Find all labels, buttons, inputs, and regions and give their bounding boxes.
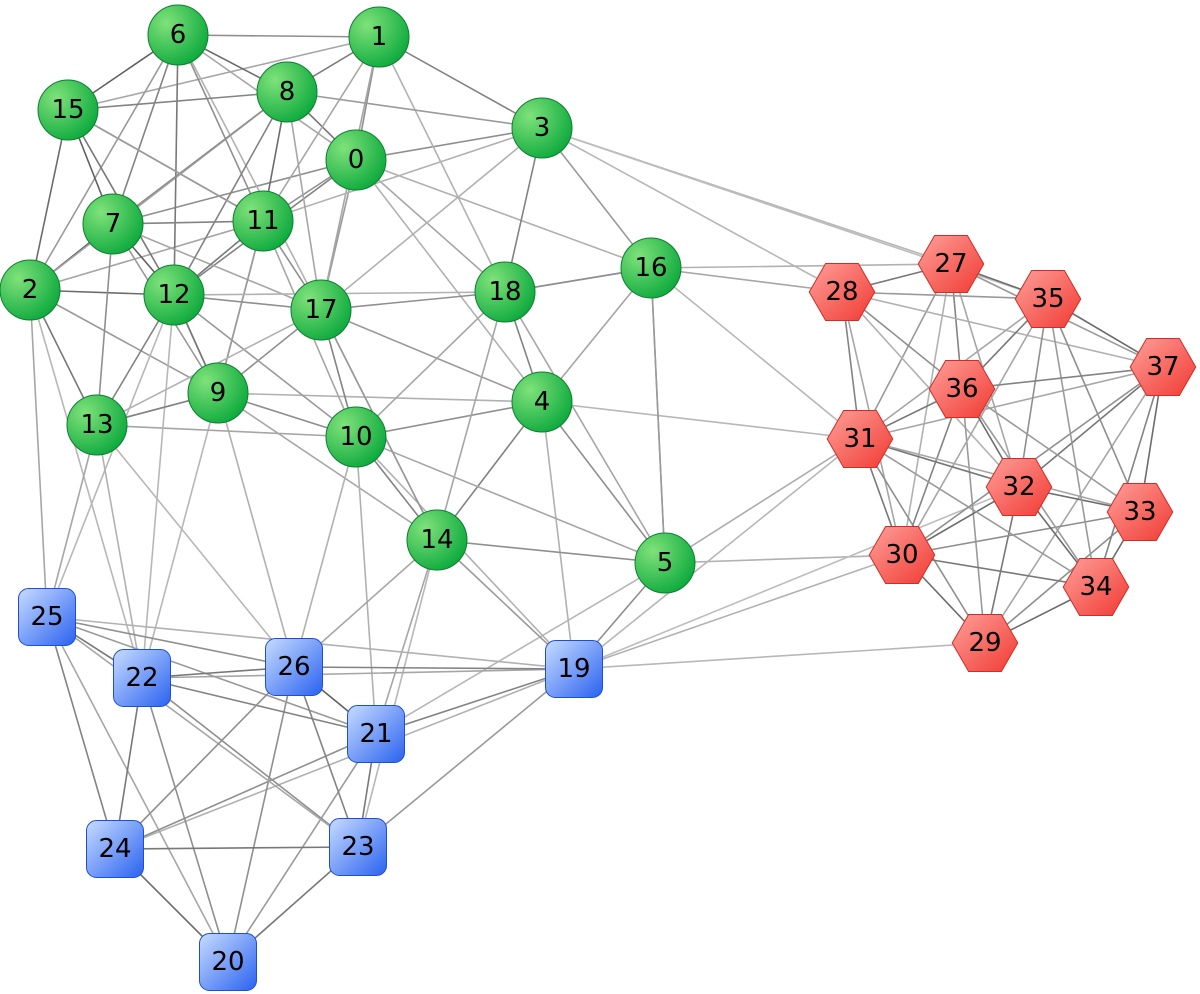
- node-label: 26: [277, 652, 310, 682]
- node-label: 11: [246, 206, 279, 236]
- edge: [321, 310, 542, 402]
- edge: [115, 847, 358, 849]
- edge: [376, 563, 665, 734]
- node-label: 22: [125, 663, 158, 693]
- node-label: 10: [339, 422, 372, 452]
- node-label: 20: [211, 947, 244, 977]
- edge: [178, 35, 263, 221]
- node-label: 28: [825, 277, 858, 307]
- node-label: 33: [1123, 497, 1156, 527]
- edge: [1096, 367, 1163, 587]
- node-label: 34: [1079, 572, 1112, 602]
- node-label: 1: [371, 22, 388, 52]
- edge: [294, 437, 356, 667]
- node-label: 9: [210, 378, 227, 408]
- edge: [358, 540, 437, 847]
- node-label: 30: [885, 540, 918, 570]
- edge: [437, 292, 505, 540]
- network-diagram: 0123456789101112131415161718192021222324…: [0, 0, 1200, 994]
- node-label: 17: [304, 295, 337, 325]
- edge: [294, 667, 574, 669]
- edge: [651, 264, 951, 268]
- node-label: 6: [170, 20, 187, 50]
- node-label: 36: [945, 374, 978, 404]
- node-label: 32: [1002, 472, 1035, 502]
- node-label: 0: [348, 145, 365, 175]
- edge: [356, 437, 574, 669]
- edge: [1048, 299, 1096, 587]
- edge: [47, 617, 376, 734]
- edge: [97, 425, 356, 437]
- edge: [842, 292, 1163, 367]
- node-label: 31: [843, 424, 876, 454]
- edge: [665, 555, 902, 563]
- node-label: 8: [279, 77, 296, 107]
- edge: [356, 437, 376, 734]
- edge: [356, 437, 665, 563]
- edge: [356, 160, 651, 268]
- node-label: 35: [1031, 284, 1064, 314]
- edge: [376, 669, 574, 734]
- node-label: 12: [157, 280, 190, 310]
- node-label: 25: [30, 602, 63, 632]
- node-label: 24: [98, 834, 131, 864]
- node-label: 7: [105, 209, 122, 239]
- node-label: 18: [488, 277, 521, 307]
- edge: [97, 425, 142, 678]
- node-label: 27: [934, 249, 967, 279]
- node-label: 15: [51, 95, 84, 125]
- node-label: 21: [359, 719, 392, 749]
- edge: [574, 439, 860, 669]
- edge: [542, 402, 574, 669]
- edge: [97, 425, 294, 667]
- edge: [860, 367, 1163, 439]
- edge: [379, 37, 505, 292]
- node-label: 23: [341, 832, 374, 862]
- edge: [542, 402, 860, 439]
- edge: [218, 393, 542, 402]
- edge: [376, 540, 437, 734]
- node-label: 3: [534, 113, 551, 143]
- node-label: 29: [968, 628, 1001, 658]
- node-label: 4: [534, 387, 551, 417]
- edge: [356, 292, 505, 437]
- node-label: 16: [634, 253, 667, 283]
- edge: [665, 439, 860, 563]
- node-label: 2: [22, 275, 39, 305]
- node-label: 19: [557, 654, 590, 684]
- node-label: 13: [80, 410, 113, 440]
- node-label: 5: [657, 548, 674, 578]
- node-label: 14: [420, 525, 453, 555]
- edge: [174, 35, 178, 295]
- edge: [47, 617, 115, 849]
- node-label: 37: [1146, 352, 1179, 382]
- nodes-layer: 0123456789101112131415161718192021222324…: [0, 5, 1196, 991]
